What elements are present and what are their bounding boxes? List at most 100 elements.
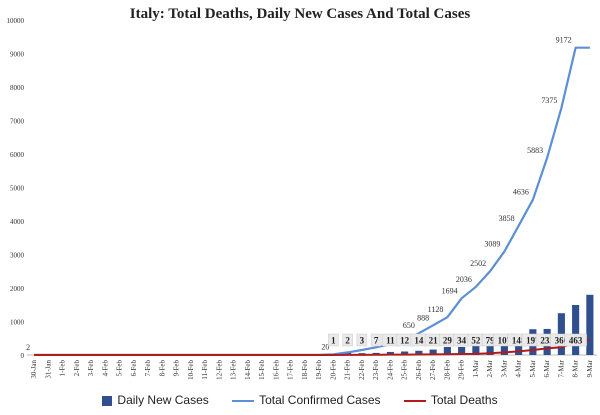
y-tick-label: 10000 [7, 17, 25, 25]
data-label-total-deaths: 463 [569, 336, 583, 346]
bar [443, 346, 451, 355]
x-tick-label: 21-Feb [344, 360, 352, 380]
data-label-total-confirmed-cases: 1128 [428, 305, 444, 314]
x-tick-label: 12-Feb [215, 360, 223, 380]
x-tick-label: 6-Mar [543, 359, 551, 377]
data-label-total-confirmed-cases: 4636 [513, 188, 529, 197]
x-tick-label: 11-Feb [201, 360, 209, 380]
data-label-total-deaths: 197 [526, 336, 540, 346]
data-label-total-deaths: 3 [360, 336, 365, 346]
data-label-total-deaths: 2 [345, 336, 350, 346]
x-tick-label: 4-Feb [101, 360, 109, 377]
x-tick-label: 5-Feb [116, 360, 124, 377]
legend-swatch-total-deaths [403, 399, 426, 402]
x-tick-label: 13-Feb [230, 360, 238, 380]
bar [486, 343, 494, 355]
x-tick-label: 1-Mar [472, 359, 480, 377]
legend-label-total-deaths: Total Deaths [430, 392, 498, 407]
data-label-box-total-deaths [328, 333, 339, 347]
data-label-box-total-deaths [564, 333, 587, 347]
legend-swatch-total-confirmed-cases [232, 399, 255, 402]
x-tick-label: 3-Mar [500, 359, 508, 377]
data-label-total-confirmed-cases: 2 [26, 343, 30, 352]
data-label-total-deaths: 233 [540, 336, 554, 346]
bar [586, 294, 594, 355]
data-label-total-confirmed-cases: 9172 [556, 36, 572, 45]
x-tick-label: 3-Feb [87, 360, 95, 377]
x-tick-label: 27-Feb [429, 360, 437, 380]
data-label-total-confirmed-cases: 5883 [527, 146, 543, 155]
x-tick-label: 9-Feb [173, 360, 181, 377]
chart-title: Italy: Total Deaths, Daily New Cases And… [129, 6, 471, 22]
data-label-total-deaths: 52 [471, 336, 481, 346]
y-tick-label: 2000 [10, 285, 25, 293]
x-tick-label: 6-Feb [130, 360, 138, 377]
data-label-total-deaths: 11 [386, 336, 395, 346]
data-label-total-deaths: 14 [414, 336, 424, 346]
x-tick-label: 8-Feb [158, 360, 166, 377]
x-tick-label: 25-Feb [401, 360, 409, 380]
legend-item-daily-new-cases: Daily New Cases [102, 392, 209, 407]
bar [458, 346, 466, 355]
data-label-total-deaths: 34 [457, 336, 467, 346]
data-label-total-confirmed-cases: 650 [403, 321, 415, 330]
legend-swatch-daily-new-cases [102, 395, 113, 406]
x-tick-label: 22-Feb [358, 360, 366, 380]
y-tick-label: 5000 [10, 185, 25, 193]
bar [429, 349, 437, 355]
data-label-box-total-deaths [342, 333, 353, 347]
legend-item-total-deaths: Total Deaths [403, 392, 498, 407]
bar [401, 351, 409, 355]
data-label-total-deaths: 7 [374, 336, 379, 346]
x-tick-label: 24-Feb [386, 360, 394, 380]
data-label-total-confirmed-cases: 3858 [499, 214, 515, 223]
legend-label-daily-new-cases: Daily New Cases [117, 392, 209, 407]
x-tick-label: 7-Mar [557, 359, 565, 377]
y-tick-label: 4000 [10, 218, 25, 226]
data-label-total-confirmed-cases: 2502 [470, 259, 486, 268]
x-tick-label: 23-Feb [372, 360, 380, 380]
bar [572, 305, 580, 355]
data-label-total-confirmed-cases: 3089 [484, 240, 500, 249]
x-tick-label: 18-Feb [301, 360, 309, 380]
bar [500, 339, 508, 355]
x-tick-label: 8-Mar [572, 359, 580, 377]
data-label-total-confirmed-cases: 20 [321, 342, 329, 351]
bar [415, 350, 423, 355]
x-tick-label: 14-Feb [244, 360, 252, 380]
y-tick-label: 1000 [10, 319, 25, 327]
x-tick-label: 29-Feb [458, 360, 466, 380]
y-tick-label: 3000 [10, 252, 25, 260]
x-tick-label: 2-Mar [486, 359, 494, 377]
chart-legend: Daily New Cases Total Confirmed Cases To… [0, 392, 600, 407]
data-label-total-confirmed-cases: 2036 [456, 275, 472, 284]
data-label-total-confirmed-cases: 1694 [442, 286, 458, 295]
x-tick-label: 28-Feb [443, 360, 451, 380]
data-label-total-deaths: 21 [429, 336, 439, 346]
data-label-box-total-deaths [370, 333, 382, 347]
x-tick-label: 2-Feb [73, 360, 81, 377]
line-total-confirmed-cases [34, 46, 590, 356]
data-label-total-confirmed-cases: 888 [417, 313, 429, 322]
x-tick-label: 20-Feb [329, 360, 337, 380]
x-tick-label: 31-Jan [44, 360, 52, 379]
data-label-box-total-deaths [356, 333, 368, 347]
y-tick-label: 0 [21, 352, 25, 360]
data-label-total-deaths: 29 [443, 336, 453, 346]
x-tick-label: 5-Mar [529, 359, 537, 377]
y-tick-label: 7000 [10, 118, 25, 126]
legend-label-total-confirmed-cases: Total Confirmed Cases [259, 392, 381, 407]
x-tick-label: 10-Feb [187, 360, 195, 380]
x-tick-label: 9-Mar [586, 359, 594, 377]
x-tick-label: 1-Feb [59, 360, 67, 377]
data-label-total-deaths: 107 [498, 336, 512, 346]
data-label-total-deaths: 12 [400, 336, 410, 346]
x-tick-label: 19-Feb [315, 360, 323, 380]
y-tick-label: 9000 [10, 51, 25, 59]
x-tick-label: 26-Feb [415, 360, 423, 380]
y-tick-label: 8000 [10, 84, 25, 92]
y-tick-label: 6000 [10, 151, 25, 159]
data-label-total-deaths: 366 [555, 336, 569, 346]
data-label-total-deaths: 79 [486, 336, 496, 346]
